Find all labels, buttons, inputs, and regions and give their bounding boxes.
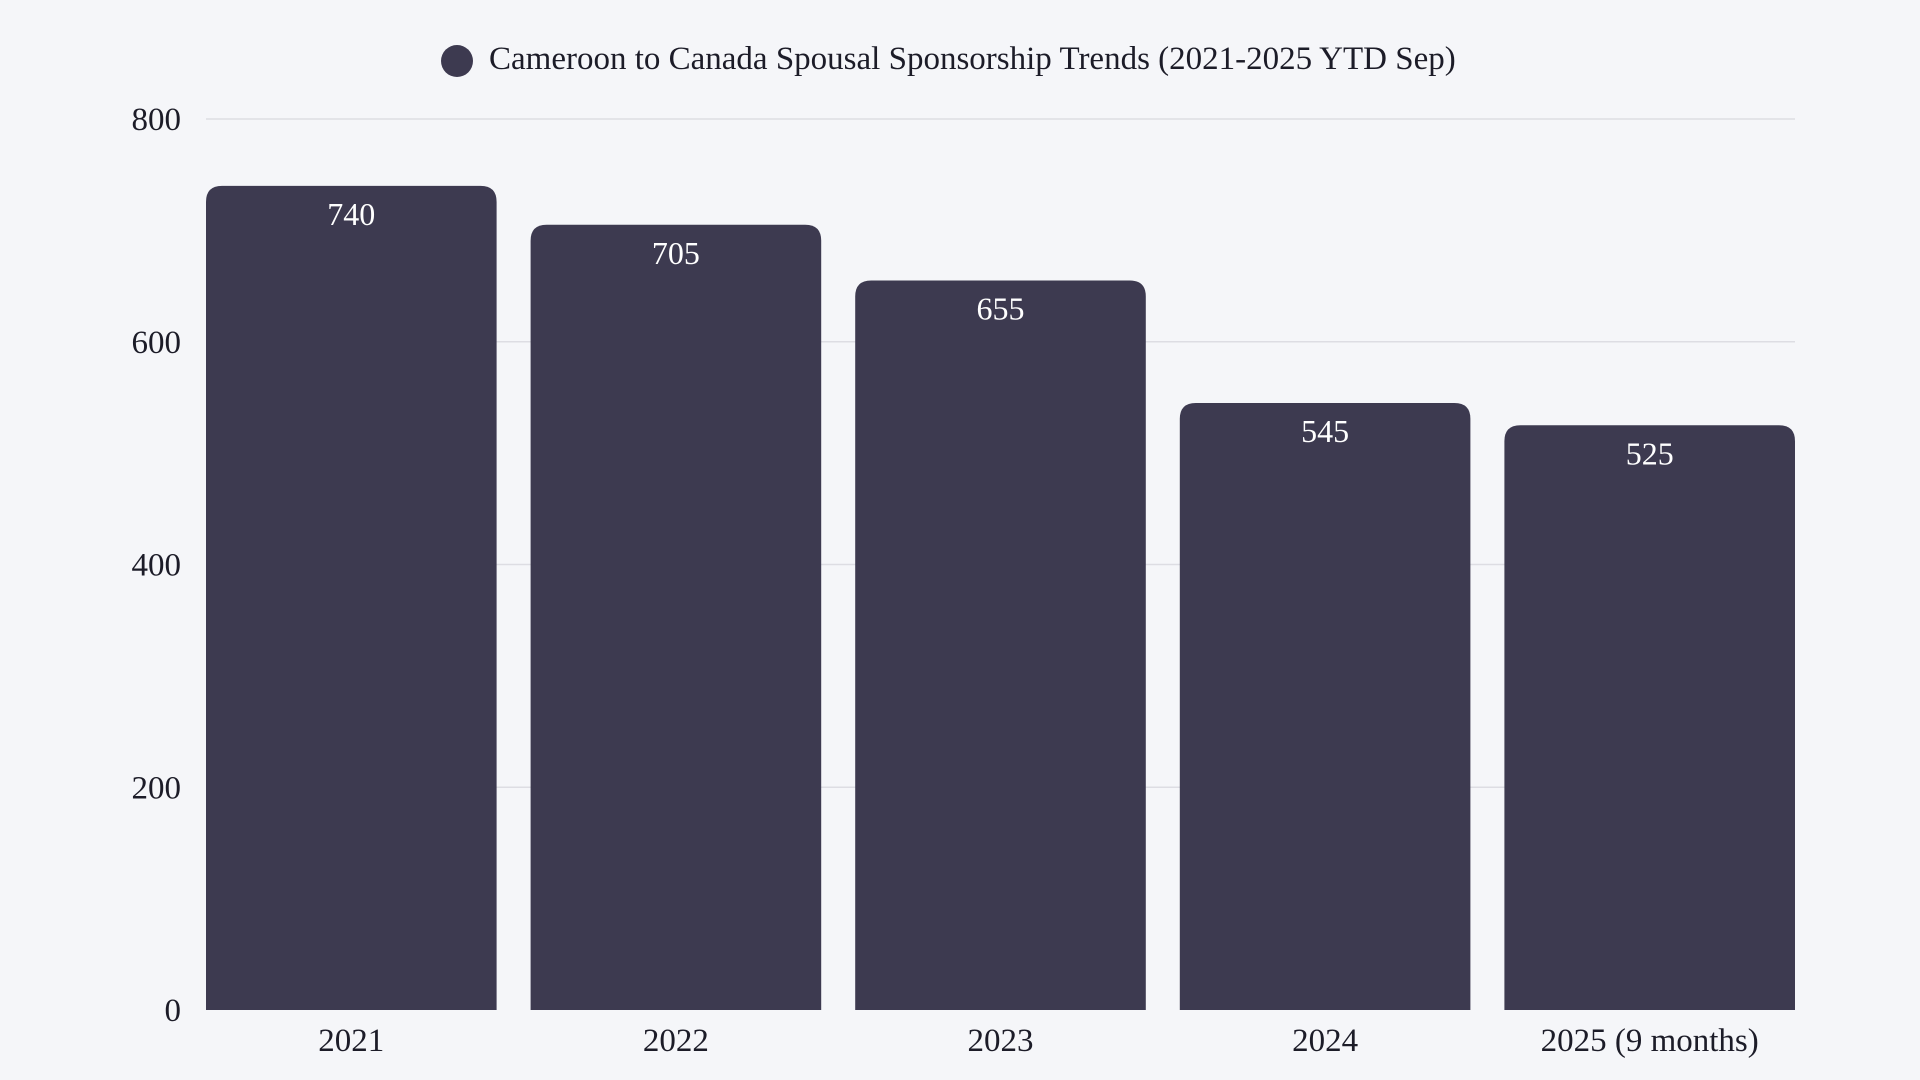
bar-2024 bbox=[1179, 403, 1471, 1011]
data-label: 705 bbox=[652, 235, 700, 271]
bar-2023 bbox=[855, 280, 1146, 1010]
y-tick-label: 600 bbox=[132, 325, 182, 361]
bars: 740 705 655 545 525 bbox=[206, 185, 1795, 1011]
y-tick-label: 200 bbox=[132, 770, 182, 806]
x-tick-label: 2025 (9 months) bbox=[1541, 1023, 1759, 1059]
data-label: 655 bbox=[977, 290, 1025, 326]
data-label: 740 bbox=[327, 196, 375, 232]
bar-2021 bbox=[206, 185, 497, 1010]
legend-marker bbox=[441, 45, 473, 77]
data-label: 545 bbox=[1301, 413, 1349, 449]
x-tick-label: 2024 bbox=[1292, 1023, 1358, 1059]
bar-2022 bbox=[530, 224, 822, 1010]
y-tick-label: 0 bbox=[165, 993, 182, 1029]
bar-2025-9-months- bbox=[1504, 425, 1795, 1010]
x-tick-label: 2023 bbox=[968, 1023, 1034, 1059]
chart-title: Cameroon to Canada Spousal Sponsorship T… bbox=[489, 41, 1456, 77]
data-label: 525 bbox=[1626, 435, 1674, 471]
y-tick-label: 800 bbox=[132, 102, 182, 138]
legend: Cameroon to Canada Spousal Sponsorship T… bbox=[441, 41, 1456, 77]
y-axis: 0 200 400 600 800 bbox=[132, 102, 182, 1029]
x-tick-label: 2022 bbox=[643, 1023, 709, 1059]
y-tick-label: 400 bbox=[132, 548, 182, 584]
x-axis: 2021 2022 2023 2024 2025 (9 months) bbox=[318, 1023, 1758, 1059]
x-tick-label: 2021 bbox=[318, 1023, 384, 1059]
